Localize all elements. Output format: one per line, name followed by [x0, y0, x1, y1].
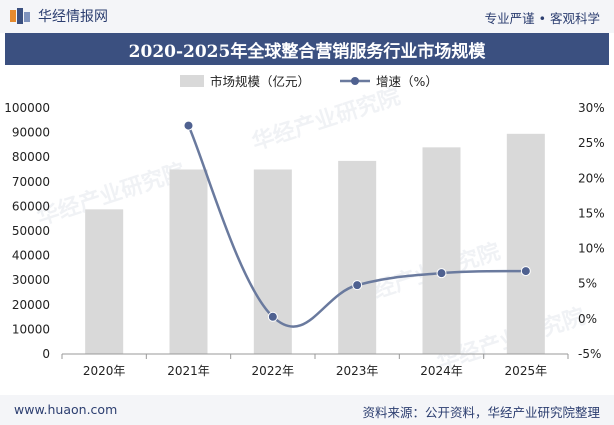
growth-point: [267, 311, 278, 322]
right-axis-tick-label: 25%: [578, 136, 605, 150]
right-axis-tick-label: 10%: [578, 242, 605, 256]
line-series: [183, 120, 531, 328]
bar: [253, 169, 292, 354]
bar: [422, 147, 461, 354]
right-axis-tick-label: 20%: [578, 171, 605, 185]
chart-title: 2020-2025年全球整合营销服务行业市场规模: [5, 33, 609, 65]
legend-bar-swatch: [180, 75, 204, 87]
watermark-text: 华经产业研究院: [249, 83, 404, 155]
left-axis: 0 10000 20000 30000 40000 50000 60000 70000 8000…: [4, 101, 50, 361]
legend-bar-label: 市场规模（亿元）: [210, 74, 310, 89]
x-axis-tick-label: 2021年: [167, 364, 210, 378]
growth-point: [352, 280, 363, 291]
x-axis-tick-label: 2025年: [505, 364, 548, 378]
left-axis-tick-label: 80000: [12, 150, 50, 164]
legend-line-marker: [351, 77, 359, 85]
growth-point: [183, 120, 194, 131]
growth-point: [436, 268, 447, 279]
right-axis-tick-label: 5%: [578, 277, 597, 291]
top-bar: 华经情报网 专业严谨 • 客观科学: [0, 0, 614, 33]
chart-area: 华经产业研究院华经产业研究院华经产业研究院华经产业研究院 市场规模（亿元）增速（…: [4, 74, 605, 378]
x-axis-tick-label: 2024年: [420, 364, 463, 378]
left-axis-tick-label: 50000: [12, 224, 50, 238]
website-link[interactable]: www.huaon.com: [14, 402, 118, 417]
legend-line-label: 增速（%）: [376, 74, 438, 89]
left-axis-tick-label: 60000: [12, 199, 50, 213]
bar: [506, 133, 545, 354]
brand: 华经情报网: [10, 6, 108, 26]
growth-point: [520, 266, 531, 277]
left-axis-tick-label: 0: [42, 347, 50, 361]
x-axis-tick-label: 2020年: [83, 364, 126, 378]
slogan: 专业严谨 • 客观科学: [484, 11, 600, 26]
x-axis: 2020年 2021年 2022年 2023年 2024年 2025年: [61, 353, 569, 378]
bar-series: [85, 133, 545, 354]
legend: 市场规模（亿元） 增速（%）: [180, 74, 438, 89]
left-axis-tick-label: 90000: [12, 126, 50, 140]
right-axis-tick-label: 30%: [578, 101, 605, 115]
right-axis: -5% 0% 5% 10% 15% 20% 25% 30%: [578, 101, 605, 361]
left-axis-tick-label: 70000: [12, 175, 50, 189]
right-axis-tick-label: -5%: [578, 347, 601, 361]
source-note: 资料来源：公开资料，华经产业研究院整理: [362, 405, 600, 420]
right-axis-tick-label: 0%: [578, 312, 597, 326]
left-axis-tick-label: 40000: [12, 249, 50, 263]
left-axis-tick-label: 100000: [4, 101, 50, 115]
brand-logo-icon: [10, 8, 30, 24]
brand-name: 华经情报网: [38, 9, 108, 25]
bar: [169, 169, 208, 354]
x-axis-tick-label: 2023年: [336, 364, 379, 378]
bar: [85, 209, 124, 354]
footer: www.huaon.com 资料来源：公开资料，华经产业研究院整理: [0, 395, 614, 425]
left-axis-tick-label: 30000: [12, 273, 50, 287]
left-axis-tick-label: 20000: [12, 298, 50, 312]
bar: [338, 160, 377, 354]
growth-line: [187, 125, 526, 328]
x-axis-tick-label: 2022年: [252, 364, 295, 378]
left-axis-tick-label: 10000: [12, 322, 50, 336]
right-axis-tick-label: 15%: [578, 206, 605, 220]
